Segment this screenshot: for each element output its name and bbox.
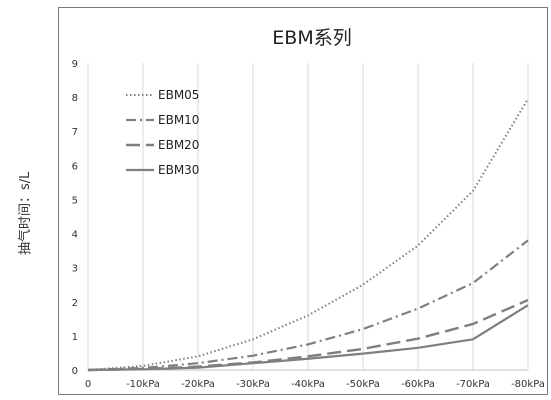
y-tick-label-9: 9 bbox=[72, 59, 78, 70]
legend-label-ebm10: EBM10 bbox=[158, 113, 199, 127]
legend-label-ebm30: EBM30 bbox=[158, 163, 199, 177]
y-tick-label-8: 8 bbox=[72, 93, 78, 104]
x-tick-label-1: -10kPa bbox=[126, 379, 160, 390]
x-tick-label-5: -50kPa bbox=[346, 379, 380, 390]
x-tick-label-6: -60kPa bbox=[401, 379, 435, 390]
legend-label-ebm05: EBM05 bbox=[158, 88, 199, 102]
legend-label-ebm20: EBM20 bbox=[158, 138, 199, 152]
y-tick-label-3: 3 bbox=[72, 264, 78, 275]
y-tick-label-2: 2 bbox=[72, 298, 78, 309]
y-tick-label-6: 6 bbox=[72, 161, 78, 172]
y-tick-label-1: 1 bbox=[72, 332, 78, 343]
x-tick-label-8: -80kPa bbox=[511, 379, 545, 390]
y-tick-label-7: 7 bbox=[72, 127, 78, 138]
x-tick-label-2: -20kPa bbox=[181, 379, 215, 390]
x-tick-label-4: -40kPa bbox=[291, 379, 325, 390]
chart-title: EBM系列 bbox=[272, 27, 351, 49]
x-tick-label-3: -30kPa bbox=[236, 379, 270, 390]
y-tick-label-4: 4 bbox=[72, 230, 78, 241]
series-line-ebm05 bbox=[87, 98, 529, 371]
x-tick-label-0: 0 bbox=[85, 379, 91, 390]
x-tick-label-7: -70kPa bbox=[456, 379, 490, 390]
series-line-ebm10 bbox=[87, 239, 529, 372]
series-line-ebm30 bbox=[87, 304, 529, 372]
chart-frame bbox=[58, 7, 548, 395]
y-tick-label-5: 5 bbox=[72, 195, 78, 206]
y-tick-label-0: 0 bbox=[72, 366, 78, 377]
